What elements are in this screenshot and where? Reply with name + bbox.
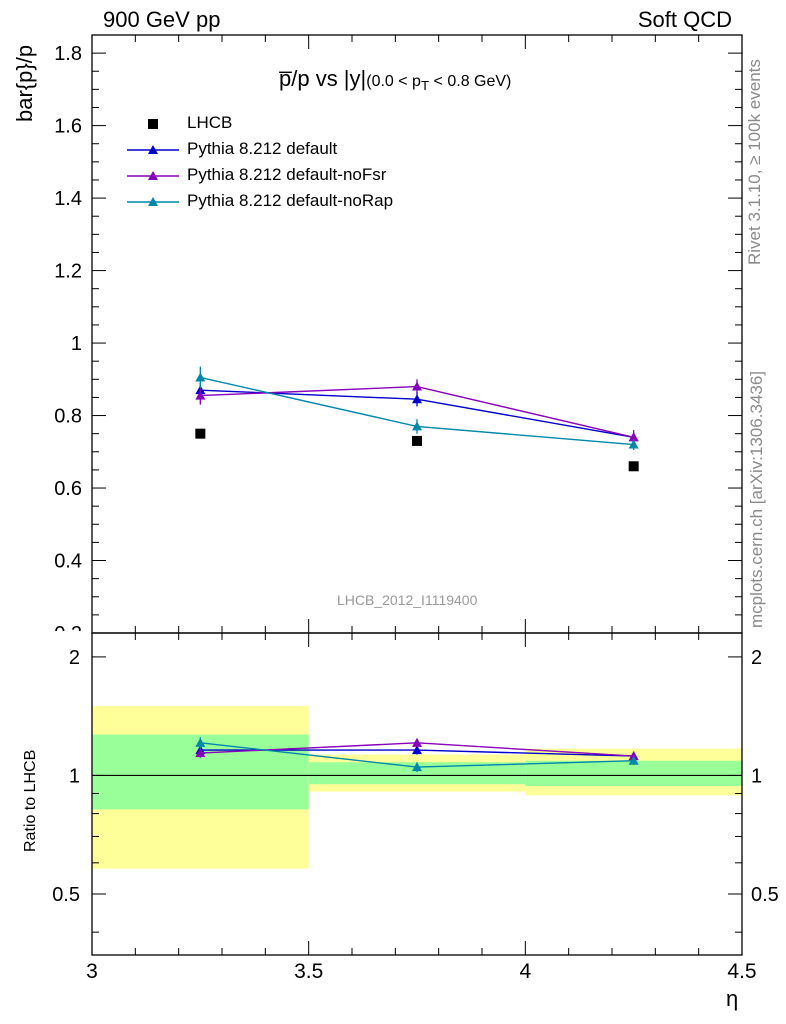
ratio-y-tick-label: 2 bbox=[69, 647, 80, 669]
x-axis-label: η bbox=[726, 986, 739, 1011]
data-point-noRap bbox=[628, 439, 639, 449]
x-tick-label: 3.5 bbox=[294, 960, 323, 983]
header-right: Soft QCD bbox=[637, 7, 732, 32]
x-tick-label: 4.5 bbox=[727, 960, 756, 983]
legend-marker-LHCB bbox=[148, 119, 158, 129]
legend-label-norap: Pythia 8.212 default-noRap bbox=[187, 191, 394, 210]
ratio-point-default bbox=[412, 745, 422, 755]
ratio-point-noRap bbox=[195, 737, 206, 747]
main-y-axis-label: bar{p}/p bbox=[12, 44, 37, 122]
main-y-tick-label: 1.4 bbox=[54, 188, 82, 210]
main-y-tick-label: 1.8 bbox=[54, 43, 82, 65]
main-y-tick-label-clipped: 0.2 bbox=[54, 623, 82, 645]
main-y-tick-label: 0.8 bbox=[54, 406, 82, 428]
rivet-version-label: Rivet 3.1.10, ≥ 100k events bbox=[745, 59, 764, 265]
ratio-point-noRap bbox=[628, 755, 639, 765]
legend-label-nofsr: Pythia 8.212 default-noFsr bbox=[187, 165, 387, 184]
legend-marker-noRap bbox=[148, 197, 158, 206]
ratio-frame bbox=[91, 632, 743, 956]
ratio-point-noFsr bbox=[628, 751, 639, 761]
ratio-point-noFsr bbox=[195, 748, 206, 758]
chart-title-main: p̅/p vs |y| bbox=[279, 66, 367, 91]
main-y-tick-label: 1.2 bbox=[54, 261, 82, 283]
data-point-LHCB bbox=[628, 461, 639, 472]
data-point-noRap bbox=[195, 372, 206, 382]
x-tick-label: 3 bbox=[86, 960, 98, 983]
legend-label-lhcb: LHCB bbox=[187, 113, 233, 132]
ratio-y-tick-label-right: 0.5 bbox=[751, 884, 779, 906]
chart-title: p̅/p vs |y|(0.0 < pT < 0.8 GeV) bbox=[279, 66, 511, 93]
ratio-y-axis-label: Ratio to LHCB bbox=[22, 749, 39, 852]
mcplots-label: mcplots.cern.ch [arXiv:1306.3436] bbox=[747, 370, 766, 628]
ratio-y-tick-label-right: 2 bbox=[751, 647, 762, 669]
legend-label-default: Pythia 8.212 default bbox=[187, 139, 338, 158]
data-point-default bbox=[412, 394, 422, 404]
ratio-band-inner-1 bbox=[308, 762, 526, 785]
ratio-point-noRap bbox=[412, 762, 422, 772]
analysis-watermark: LHCB_2012_I1119400 bbox=[337, 592, 478, 608]
data-point-noFsr bbox=[195, 390, 206, 400]
data-point-noFsr bbox=[412, 381, 422, 391]
main-y-tick-label: 0.4 bbox=[54, 551, 82, 573]
main-y-tick-label: 0.6 bbox=[54, 478, 82, 500]
chart-title-sub: (0.0 < pT < 0.8 GeV) bbox=[366, 73, 512, 94]
ratio-point-noFsr bbox=[412, 737, 422, 747]
ratio-y-tick-label: 1 bbox=[69, 765, 80, 787]
legend-marker-default bbox=[148, 145, 158, 154]
ratio-y-tick-label-right: 1 bbox=[751, 765, 762, 787]
data-point-LHCB bbox=[195, 428, 206, 439]
data-point-noFsr bbox=[628, 432, 639, 442]
ratio-y-tick-label: 0.5 bbox=[52, 884, 80, 906]
main-y-tick-label: 1.6 bbox=[54, 116, 82, 138]
data-point-noRap bbox=[412, 421, 422, 431]
data-point-LHCB bbox=[412, 435, 422, 446]
x-tick-label: 4 bbox=[519, 960, 531, 983]
legend-marker-noFsr bbox=[148, 171, 158, 180]
ratio-band-inner-2 bbox=[525, 760, 742, 787]
main-y-tick-label: 1 bbox=[71, 333, 82, 355]
header-left: 900 GeV pp bbox=[103, 7, 221, 32]
